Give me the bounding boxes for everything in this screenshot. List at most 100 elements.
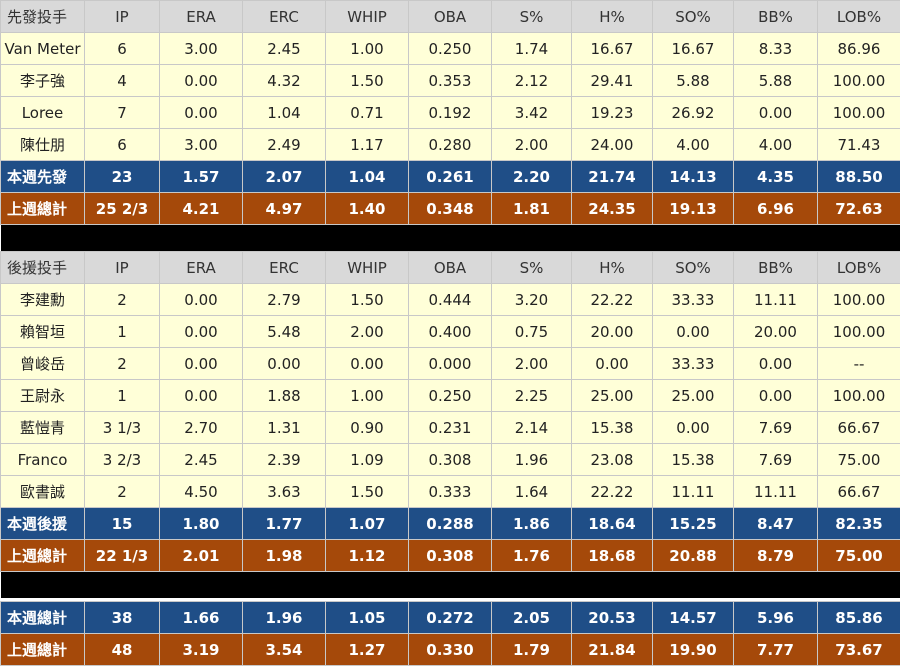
stat-cell: 1.50 xyxy=(326,284,409,316)
stat-cell: 25 2/3 xyxy=(85,193,160,225)
stat-cell: 0.00 xyxy=(243,348,326,380)
stat-cell: 1.07 xyxy=(326,508,409,540)
stat-cell: 0.00 xyxy=(160,348,243,380)
stat-cell: WHIP xyxy=(326,252,409,284)
stat-cell: 38 xyxy=(85,602,160,634)
stat-cell: 26.92 xyxy=(653,97,734,129)
row-label-cell: 先發投手 xyxy=(1,1,85,33)
stat-cell: 1.77 xyxy=(243,508,326,540)
stat-cell: 1.81 xyxy=(492,193,572,225)
stat-cell: 22 1/3 xyxy=(85,540,160,572)
stat-cell: 8.79 xyxy=(734,540,818,572)
stat-cell: 15.38 xyxy=(653,444,734,476)
stat-cell: 1.12 xyxy=(326,540,409,572)
stat-cell: 3.00 xyxy=(160,129,243,161)
stat-cell: 1.09 xyxy=(326,444,409,476)
stat-cell: 0.444 xyxy=(409,284,492,316)
stat-cell: 1.31 xyxy=(243,412,326,444)
stat-cell: -- xyxy=(818,348,900,380)
stat-cell: 1.64 xyxy=(492,476,572,508)
stat-cell: 1.74 xyxy=(492,33,572,65)
stat-cell: 0.192 xyxy=(409,97,492,129)
row-label-cell: 歐書誠 xyxy=(1,476,85,508)
stat-cell: 66.67 xyxy=(818,476,900,508)
stat-cell: 1.96 xyxy=(492,444,572,476)
stat-cell: 72.63 xyxy=(818,193,900,225)
stat-cell: 0.00 xyxy=(160,65,243,97)
stat-cell: 2.39 xyxy=(243,444,326,476)
stat-cell: 22.22 xyxy=(572,284,653,316)
stat-cell: 7.69 xyxy=(734,412,818,444)
stat-cell: 1.88 xyxy=(243,380,326,412)
section-separator xyxy=(1,225,900,252)
stat-cell: 23 xyxy=(85,161,160,193)
row-label-cell: Van Meter xyxy=(1,33,85,65)
stat-cell: 4.00 xyxy=(734,129,818,161)
stat-cell: 75.00 xyxy=(818,444,900,476)
stat-cell: 1.00 xyxy=(326,33,409,65)
stat-cell: 2 xyxy=(85,348,160,380)
stat-cell: 71.43 xyxy=(818,129,900,161)
stat-cell: S% xyxy=(492,1,572,33)
stat-cell: BB% xyxy=(734,1,818,33)
stat-cell: 4.00 xyxy=(653,129,734,161)
stat-cell: 100.00 xyxy=(818,284,900,316)
stat-cell: 20.00 xyxy=(734,316,818,348)
stat-cell: 0.400 xyxy=(409,316,492,348)
stat-cell: 22.22 xyxy=(572,476,653,508)
stat-cell: 15.38 xyxy=(572,412,653,444)
stat-cell: 20.00 xyxy=(572,316,653,348)
row-label-cell: 賴智垣 xyxy=(1,316,85,348)
stat-cell: 1.17 xyxy=(326,129,409,161)
stat-cell: 1.80 xyxy=(160,508,243,540)
stat-cell: 0.00 xyxy=(160,97,243,129)
stat-cell: 4.50 xyxy=(160,476,243,508)
stat-cell: 2.45 xyxy=(243,33,326,65)
stat-cell: 2.01 xyxy=(160,540,243,572)
stat-cell: 2.12 xyxy=(492,65,572,97)
stat-cell: 2.07 xyxy=(243,161,326,193)
stat-cell: 6 xyxy=(85,129,160,161)
stat-cell: 5.48 xyxy=(243,316,326,348)
row-label-cell: 李子強 xyxy=(1,65,85,97)
stat-cell: 0.280 xyxy=(409,129,492,161)
stat-cell: 24.35 xyxy=(572,193,653,225)
stat-cell: 15.25 xyxy=(653,508,734,540)
stat-cell: 24.00 xyxy=(572,129,653,161)
stat-cell: 20.53 xyxy=(572,602,653,634)
stat-cell: 1 xyxy=(85,316,160,348)
stat-cell: 20.88 xyxy=(653,540,734,572)
stat-cell: H% xyxy=(572,252,653,284)
stat-cell: IP xyxy=(85,252,160,284)
stat-cell: H% xyxy=(572,1,653,33)
stat-cell: 7 xyxy=(85,97,160,129)
stat-cell: 29.41 xyxy=(572,65,653,97)
stat-cell: 1.57 xyxy=(160,161,243,193)
stat-cell: 1.98 xyxy=(243,540,326,572)
stat-cell: 1.00 xyxy=(326,380,409,412)
stat-cell: 25.00 xyxy=(653,380,734,412)
stat-cell: 5.88 xyxy=(734,65,818,97)
stat-cell: 2.00 xyxy=(492,129,572,161)
stat-cell: 0.00 xyxy=(326,348,409,380)
stat-cell: 86.96 xyxy=(818,33,900,65)
stat-cell: 25.00 xyxy=(572,380,653,412)
stat-cell: 0.00 xyxy=(160,380,243,412)
stat-cell: 23.08 xyxy=(572,444,653,476)
stat-cell: 2.20 xyxy=(492,161,572,193)
stat-cell: S% xyxy=(492,252,572,284)
stat-cell: BB% xyxy=(734,252,818,284)
stat-cell: 0.272 xyxy=(409,602,492,634)
stat-cell: 0.231 xyxy=(409,412,492,444)
stat-cell: 1.05 xyxy=(326,602,409,634)
stat-cell: LOB% xyxy=(818,252,900,284)
stat-cell: 21.74 xyxy=(572,161,653,193)
stat-cell: 2.00 xyxy=(492,348,572,380)
